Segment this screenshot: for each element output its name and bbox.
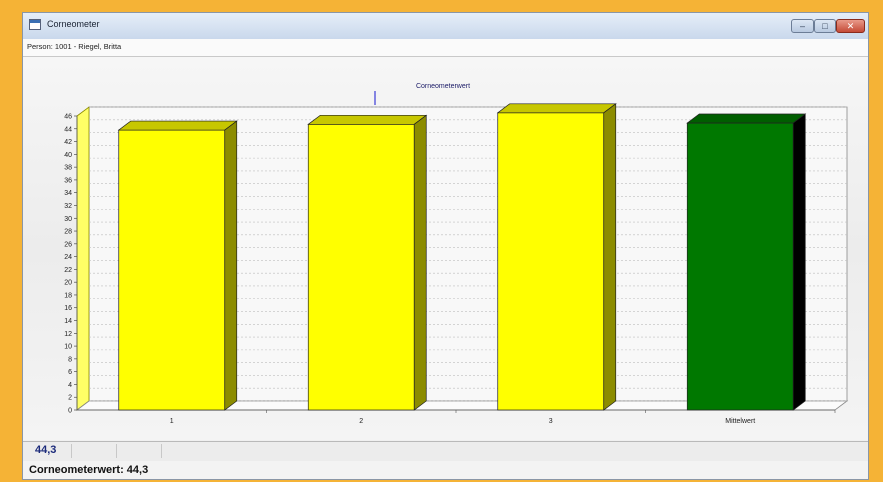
bar-top (117, 120, 238, 131)
status-value: 44,3 (35, 444, 57, 456)
bar-2 (307, 114, 428, 411)
chart-left-wall (76, 106, 90, 411)
y-tick-label: 0 (68, 408, 72, 415)
y-tick-label: 30 (64, 216, 72, 223)
title-bar[interactable]: Corneometer – □ ✕ (23, 13, 868, 40)
y-tick-label: 46 (64, 114, 72, 121)
chart-bars (117, 103, 807, 411)
x-tick-label: Mittelwert (725, 418, 755, 425)
status-cell-value (23, 444, 72, 458)
chart-x-labels: 1 2 3 Mittelwert (170, 410, 836, 425)
y-tick-label: 26 (64, 241, 72, 248)
bar-top (496, 103, 617, 114)
y-tick-label: 40 (64, 152, 72, 159)
minimize-button[interactable]: – (791, 19, 814, 33)
y-tick-label: 32 (64, 203, 72, 210)
status-cell-empty-1 (71, 444, 117, 458)
person-info-bar: Person: 1001 - Riegel, Britta (23, 39, 868, 57)
bar-front (118, 129, 226, 411)
bar-3 (496, 103, 617, 411)
chart-title: Corneometerwert (416, 83, 470, 90)
x-tick-label: 3 (549, 418, 553, 425)
y-tick-label: 20 (64, 280, 72, 287)
bar-side (224, 120, 238, 411)
bar-front (307, 123, 415, 411)
bar-top (686, 113, 807, 124)
y-tick-label: 28 (64, 229, 72, 236)
bar-top (307, 114, 428, 125)
result-text: Corneometerwert: 44,3 (29, 464, 149, 476)
y-tick-label: 2 (68, 395, 72, 402)
bar-chart: 0246810121416182022242628303234363840424… (64, 83, 849, 425)
window-title: Corneometer (47, 19, 100, 29)
y-tick-label: 10 (64, 344, 72, 351)
bar-1 (117, 120, 238, 411)
y-tick-label: 24 (64, 254, 72, 261)
y-tick-label: 38 (64, 165, 72, 172)
person-label: Person: 1001 - Riegel, Britta (27, 42, 122, 51)
corneometer-window: Corneometer – □ ✕ Person: 1001 - Riegel,… (22, 12, 869, 480)
bar-side (603, 103, 617, 411)
x-tick-label: 1 (170, 418, 174, 425)
bar-side (792, 113, 806, 411)
y-tick-label: 22 (64, 267, 72, 274)
app-window-icon (29, 19, 41, 30)
y-tick-label: 16 (64, 305, 72, 312)
result-footer: Corneometerwert: 44,3 (23, 461, 868, 479)
y-tick-label: 34 (64, 190, 72, 197)
maximize-button[interactable]: □ (814, 19, 836, 33)
y-tick-label: 8 (68, 356, 72, 363)
chart-panel: 0 2 4 6 8 10 12 14 16 18 20 22 24 26 28 30 32 34 36 38 40 42 4… (23, 57, 868, 440)
y-tick-label: 6 (68, 369, 72, 376)
status-cell-empty-2 (116, 444, 162, 458)
bar-front (497, 112, 605, 411)
status-bar: 44,3 (23, 441, 868, 462)
x-tick-label: 2 (359, 418, 363, 425)
y-tick-label: 36 (64, 177, 72, 184)
y-tick-label: 44 (64, 126, 72, 133)
bar-4 (686, 113, 807, 411)
y-tick-label: 12 (64, 331, 72, 338)
y-tick-label: 18 (64, 292, 72, 299)
close-button[interactable]: ✕ (836, 19, 865, 33)
bar-front (686, 122, 794, 411)
y-tick-label: 14 (64, 318, 72, 325)
y-tick-label: 4 (68, 382, 72, 389)
bar-side (413, 114, 427, 411)
y-tick-label: 42 (64, 139, 72, 146)
